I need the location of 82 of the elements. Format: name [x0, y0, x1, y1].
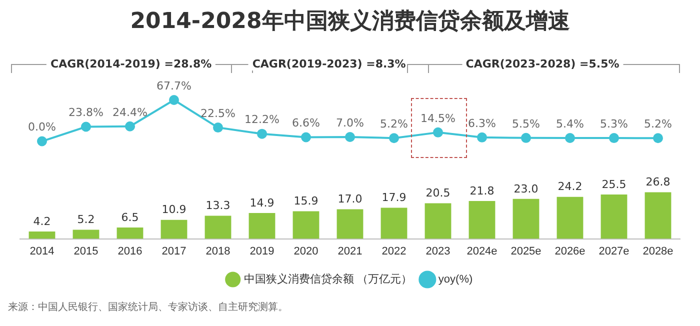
x-tick-label: 2014: [30, 245, 54, 258]
point: [389, 133, 399, 144]
data-label: 5.2%: [380, 117, 408, 130]
x-tick-label: 2019: [250, 245, 274, 258]
data-label: 6.6%: [292, 116, 320, 130]
x-tick-label: 2018: [206, 245, 230, 258]
data-label: 4.2: [33, 214, 51, 228]
x-tick-label: 2015: [74, 245, 98, 258]
x-tick-label: 2022: [382, 245, 406, 258]
bar: [28, 232, 56, 239]
bar: [160, 220, 188, 239]
data-label: 14.5%: [420, 112, 456, 125]
point: [301, 132, 311, 142]
bar: [556, 196, 584, 239]
point: [125, 121, 135, 132]
legend-label: yoy(%): [438, 274, 473, 286]
data-label: 26.8: [646, 176, 670, 189]
data-label: 21.8: [470, 184, 494, 198]
x-tick-label: 2026e: [554, 245, 586, 258]
data-label: 5.4%: [556, 117, 584, 130]
data-label: 0.0%: [28, 120, 56, 134]
point: [609, 133, 619, 144]
x-tick-label: 2016: [118, 245, 142, 258]
x-tick-label: 2017: [162, 245, 186, 258]
point: [653, 133, 663, 144]
point: [213, 122, 223, 133]
bar: [336, 209, 364, 239]
data-label: 13.3: [206, 199, 230, 212]
point: [37, 136, 47, 146]
data-label: 20.5: [426, 186, 450, 200]
data-label: 24.2: [558, 180, 582, 194]
text: CAGR(2019-2023) =8.3%: [248, 58, 410, 70]
bar: [380, 208, 408, 239]
data-label: 25.5: [602, 178, 626, 191]
data-label: 5.2%: [644, 117, 672, 130]
data-label: 6.5: [121, 210, 139, 224]
bar: [72, 230, 100, 239]
data-label: 23.8%: [68, 106, 104, 120]
bar: [204, 216, 232, 239]
data-label: 7.0%: [336, 116, 364, 130]
bar: [292, 211, 320, 239]
bar: [512, 198, 540, 239]
point: [345, 132, 355, 142]
point: [565, 132, 575, 143]
text: CAGR(2023-2028) =5.5%: [462, 58, 624, 70]
data-label: 5.5%: [512, 117, 540, 130]
point: [477, 132, 487, 142]
data-label: 67.7%: [156, 79, 192, 92]
data-label: 15.9: [294, 194, 318, 208]
bar: [468, 200, 496, 239]
data-label: 10.9: [162, 203, 186, 216]
bar: [644, 192, 672, 239]
data-label: 12.2%: [244, 113, 280, 126]
x-tick-label: 2024e: [466, 245, 498, 258]
x-tick-label: 2023: [426, 245, 450, 258]
point: [169, 95, 179, 105]
data-label: 22.5%: [200, 106, 236, 120]
bar: [116, 228, 144, 239]
chart-title: 2014-2028年中国狭义消费信贷余额及增速: [129, 8, 571, 36]
text: CAGR(2014-2019) =28.8%: [46, 58, 216, 70]
data-label: 17.0: [338, 192, 362, 206]
x-tick-label: 2028e: [642, 245, 674, 258]
bar: [600, 194, 628, 239]
point: [257, 128, 267, 139]
bar: [424, 203, 452, 239]
point: [433, 127, 443, 138]
x-tick-label: 2020: [294, 245, 318, 258]
x-tick-label: 2025e: [510, 245, 542, 258]
bar: [248, 212, 276, 239]
data-label: 5.3%: [600, 117, 628, 130]
data-label: 23.0: [514, 182, 538, 196]
data-label: 17.9: [382, 191, 406, 204]
data-label: 24.4%: [112, 106, 148, 119]
x-tick-label: 2027e: [598, 245, 630, 258]
x-tick-label: 2021: [338, 245, 362, 258]
point: [81, 122, 91, 132]
legend-label: 中国狭义消费信贷余额 （万亿元）: [244, 272, 412, 286]
point: [521, 132, 531, 143]
data-label: 6.3%: [468, 116, 496, 130]
source-note: 来源：中国人民银行、国家统计局、专家访谈、自主研究测算。: [8, 300, 288, 314]
data-label: 14.9: [250, 196, 274, 210]
data-label: 5.2: [77, 213, 95, 226]
